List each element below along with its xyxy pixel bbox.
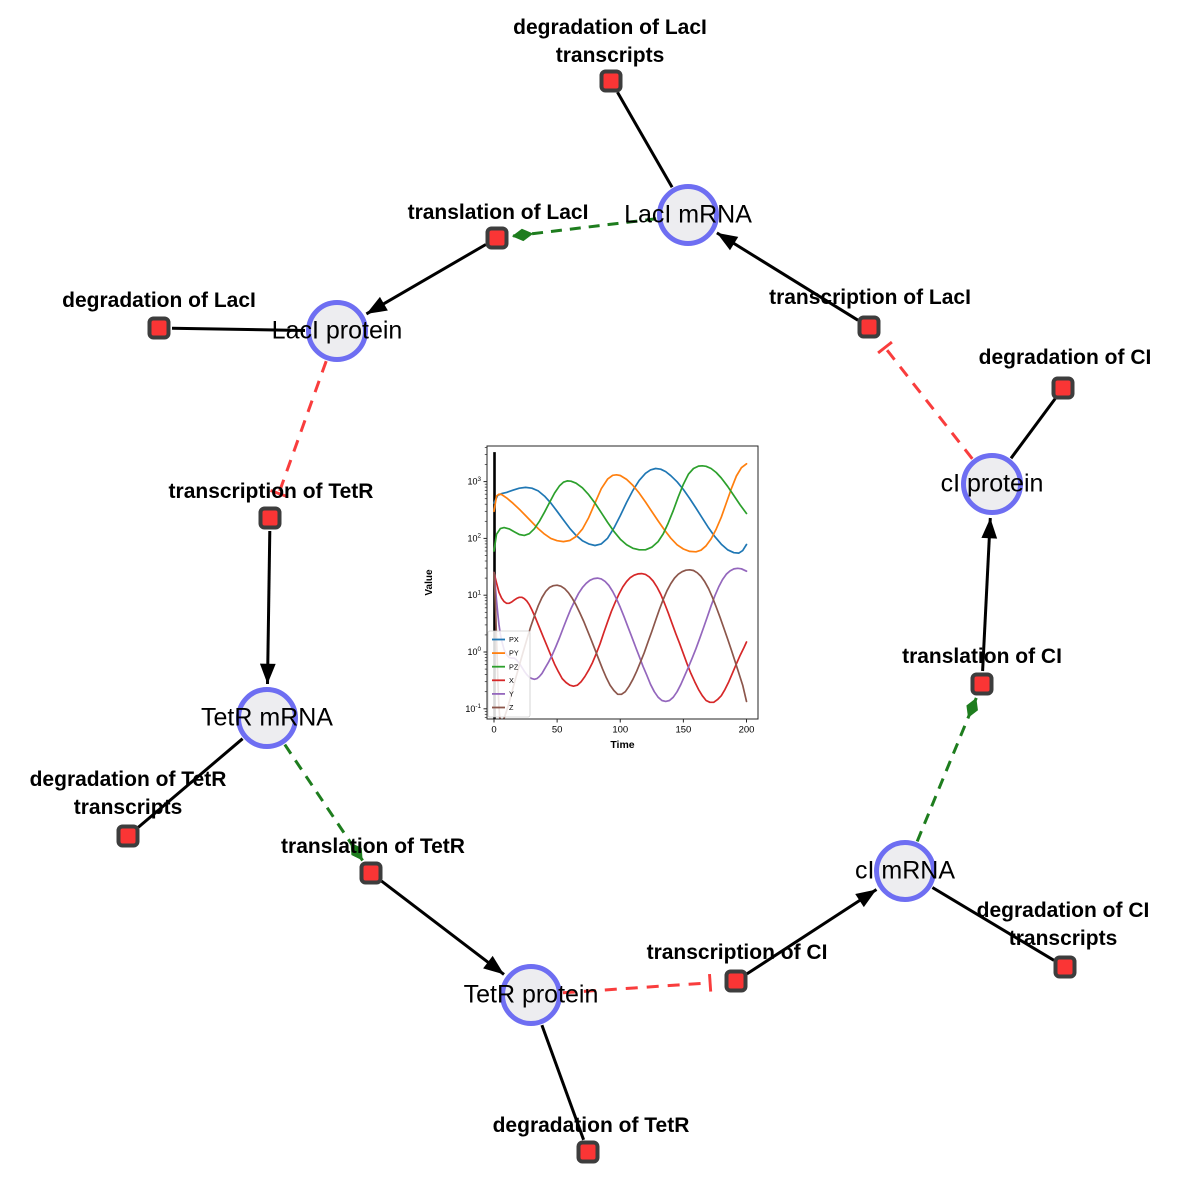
reaction-node-transl_TetR[interactable] xyxy=(359,861,383,885)
species-node-TetR_mRNA[interactable] xyxy=(236,687,298,749)
y-tick-base: 10 xyxy=(465,704,475,714)
edge-modifier-LacI_mRNA-to-transl_LacI xyxy=(511,217,657,242)
y-tick-label: 10-1 xyxy=(465,703,481,714)
legend-label: PX xyxy=(509,635,519,644)
reaction-node-transcr_LacI[interactable] xyxy=(857,315,881,339)
edge-reactant-cI_mRNA-to-deg_CI_tx xyxy=(931,886,1055,962)
y-axis-label: Value xyxy=(424,569,435,596)
reaction-node-transl_CI[interactable] xyxy=(970,672,994,696)
reaction-node-transcr_CI[interactable] xyxy=(724,969,748,993)
x-tick-label: 100 xyxy=(612,725,628,736)
reaction-node-transcr_TetR[interactable] xyxy=(258,506,282,530)
x-tick-label: 200 xyxy=(739,725,755,736)
timecourse-inset: 0 50 100 150 200 10-1 100 101 102 103 Time Value PX P… xyxy=(420,433,776,765)
legend-label: Y xyxy=(509,690,514,699)
legend-label: PZ xyxy=(509,662,519,671)
reaction-node-deg_TetR[interactable] xyxy=(576,1140,600,1164)
x-tick-label: 50 xyxy=(552,725,563,736)
edge-modifier-TetR_mRNA-to-transl_TetR xyxy=(283,743,364,862)
reaction-node-deg_CI[interactable] xyxy=(1051,376,1075,400)
y-tick-exponent: 0 xyxy=(477,646,481,653)
edge-product-transl_TetR-to-TetR_protein xyxy=(380,879,505,976)
species-node-TetR_protein[interactable] xyxy=(500,964,562,1026)
y-tick-base: 10 xyxy=(467,477,477,487)
reaction-node-deg_CI_tx[interactable] xyxy=(1053,955,1077,979)
edge-product-transcr_CI-to-cI_mRNA xyxy=(746,888,878,976)
x-tick-label: 0 xyxy=(491,725,496,736)
reaction-node-deg_LacI_tx[interactable] xyxy=(599,69,623,93)
legend: PX PY PZ XYZ xyxy=(487,630,531,718)
y-tick-base: 10 xyxy=(467,590,477,600)
edge-inhibition-TetR_protein-to-transcr_CI xyxy=(562,973,713,995)
x-axis-label: Time xyxy=(610,739,634,751)
legend-label: Z xyxy=(509,703,514,712)
y-tick-label: 101 xyxy=(467,589,481,600)
species-node-LacI_mRNA[interactable] xyxy=(657,184,719,246)
y-tick-label: 102 xyxy=(467,533,481,544)
edge-reactant-TetR_mRNA-to-deg_TetR_tx xyxy=(136,737,244,829)
edge-product-transcr_TetR-to-TetR_mRNA xyxy=(259,530,276,685)
edge-reactant-cI_protein-to-deg_CI xyxy=(1009,397,1057,460)
y-tick-exponent: 1 xyxy=(477,589,481,596)
series-curve-PZ xyxy=(493,464,748,552)
edge-reactant-LacI_protein-to-deg_LacI xyxy=(171,326,306,332)
legend-label: PY xyxy=(509,649,519,658)
edge-product-transl_CI-to-cI_protein xyxy=(981,517,998,672)
series-curve-PX xyxy=(493,467,748,554)
y-tick-base: 10 xyxy=(467,647,477,657)
y-tick-exponent: -1 xyxy=(475,703,481,710)
edge-product-transcr_LacI-to-LacI_mRNA xyxy=(716,231,859,322)
y-tick-base: 10 xyxy=(467,533,477,543)
series-curve-X xyxy=(493,571,748,704)
reaction-node-deg_TetR_tx[interactable] xyxy=(116,824,140,848)
edge-reactant-LacI_mRNA-to-deg_LacI_tx xyxy=(616,91,674,189)
series-curve-PY xyxy=(493,462,748,553)
species-node-cI_mRNA[interactable] xyxy=(874,840,936,902)
y-tick-label: 100 xyxy=(467,646,481,657)
reaction-node-deg_LacI[interactable] xyxy=(147,316,171,340)
x-tick-label: 150 xyxy=(675,725,691,736)
edge-inhibition-LacI_protein-to-transcr_TetR xyxy=(270,360,328,498)
reaction-node-transl_LacI[interactable] xyxy=(485,226,509,250)
y-tick-exponent: 2 xyxy=(477,533,481,540)
y-tick-label: 103 xyxy=(467,476,481,487)
edge-reactant-TetR_protein-to-deg_TetR xyxy=(540,1024,586,1141)
legend-label: X xyxy=(509,676,514,685)
edge-inhibition-cI_protein-to-transcr_LacI xyxy=(877,340,974,460)
edge-modifier-cI_mRNA-to-transl_CI xyxy=(915,697,978,842)
edge-product-transl_LacI-to-LacI_protein xyxy=(365,243,487,316)
timecourse-chart: 0 50 100 150 20010-1100101102103TimeValuePXP… xyxy=(420,433,776,765)
species-node-LacI_protein[interactable] xyxy=(306,300,368,362)
y-tick-exponent: 3 xyxy=(477,476,481,483)
plot-frame xyxy=(486,445,759,720)
species-node-cI_protein[interactable] xyxy=(961,453,1023,515)
